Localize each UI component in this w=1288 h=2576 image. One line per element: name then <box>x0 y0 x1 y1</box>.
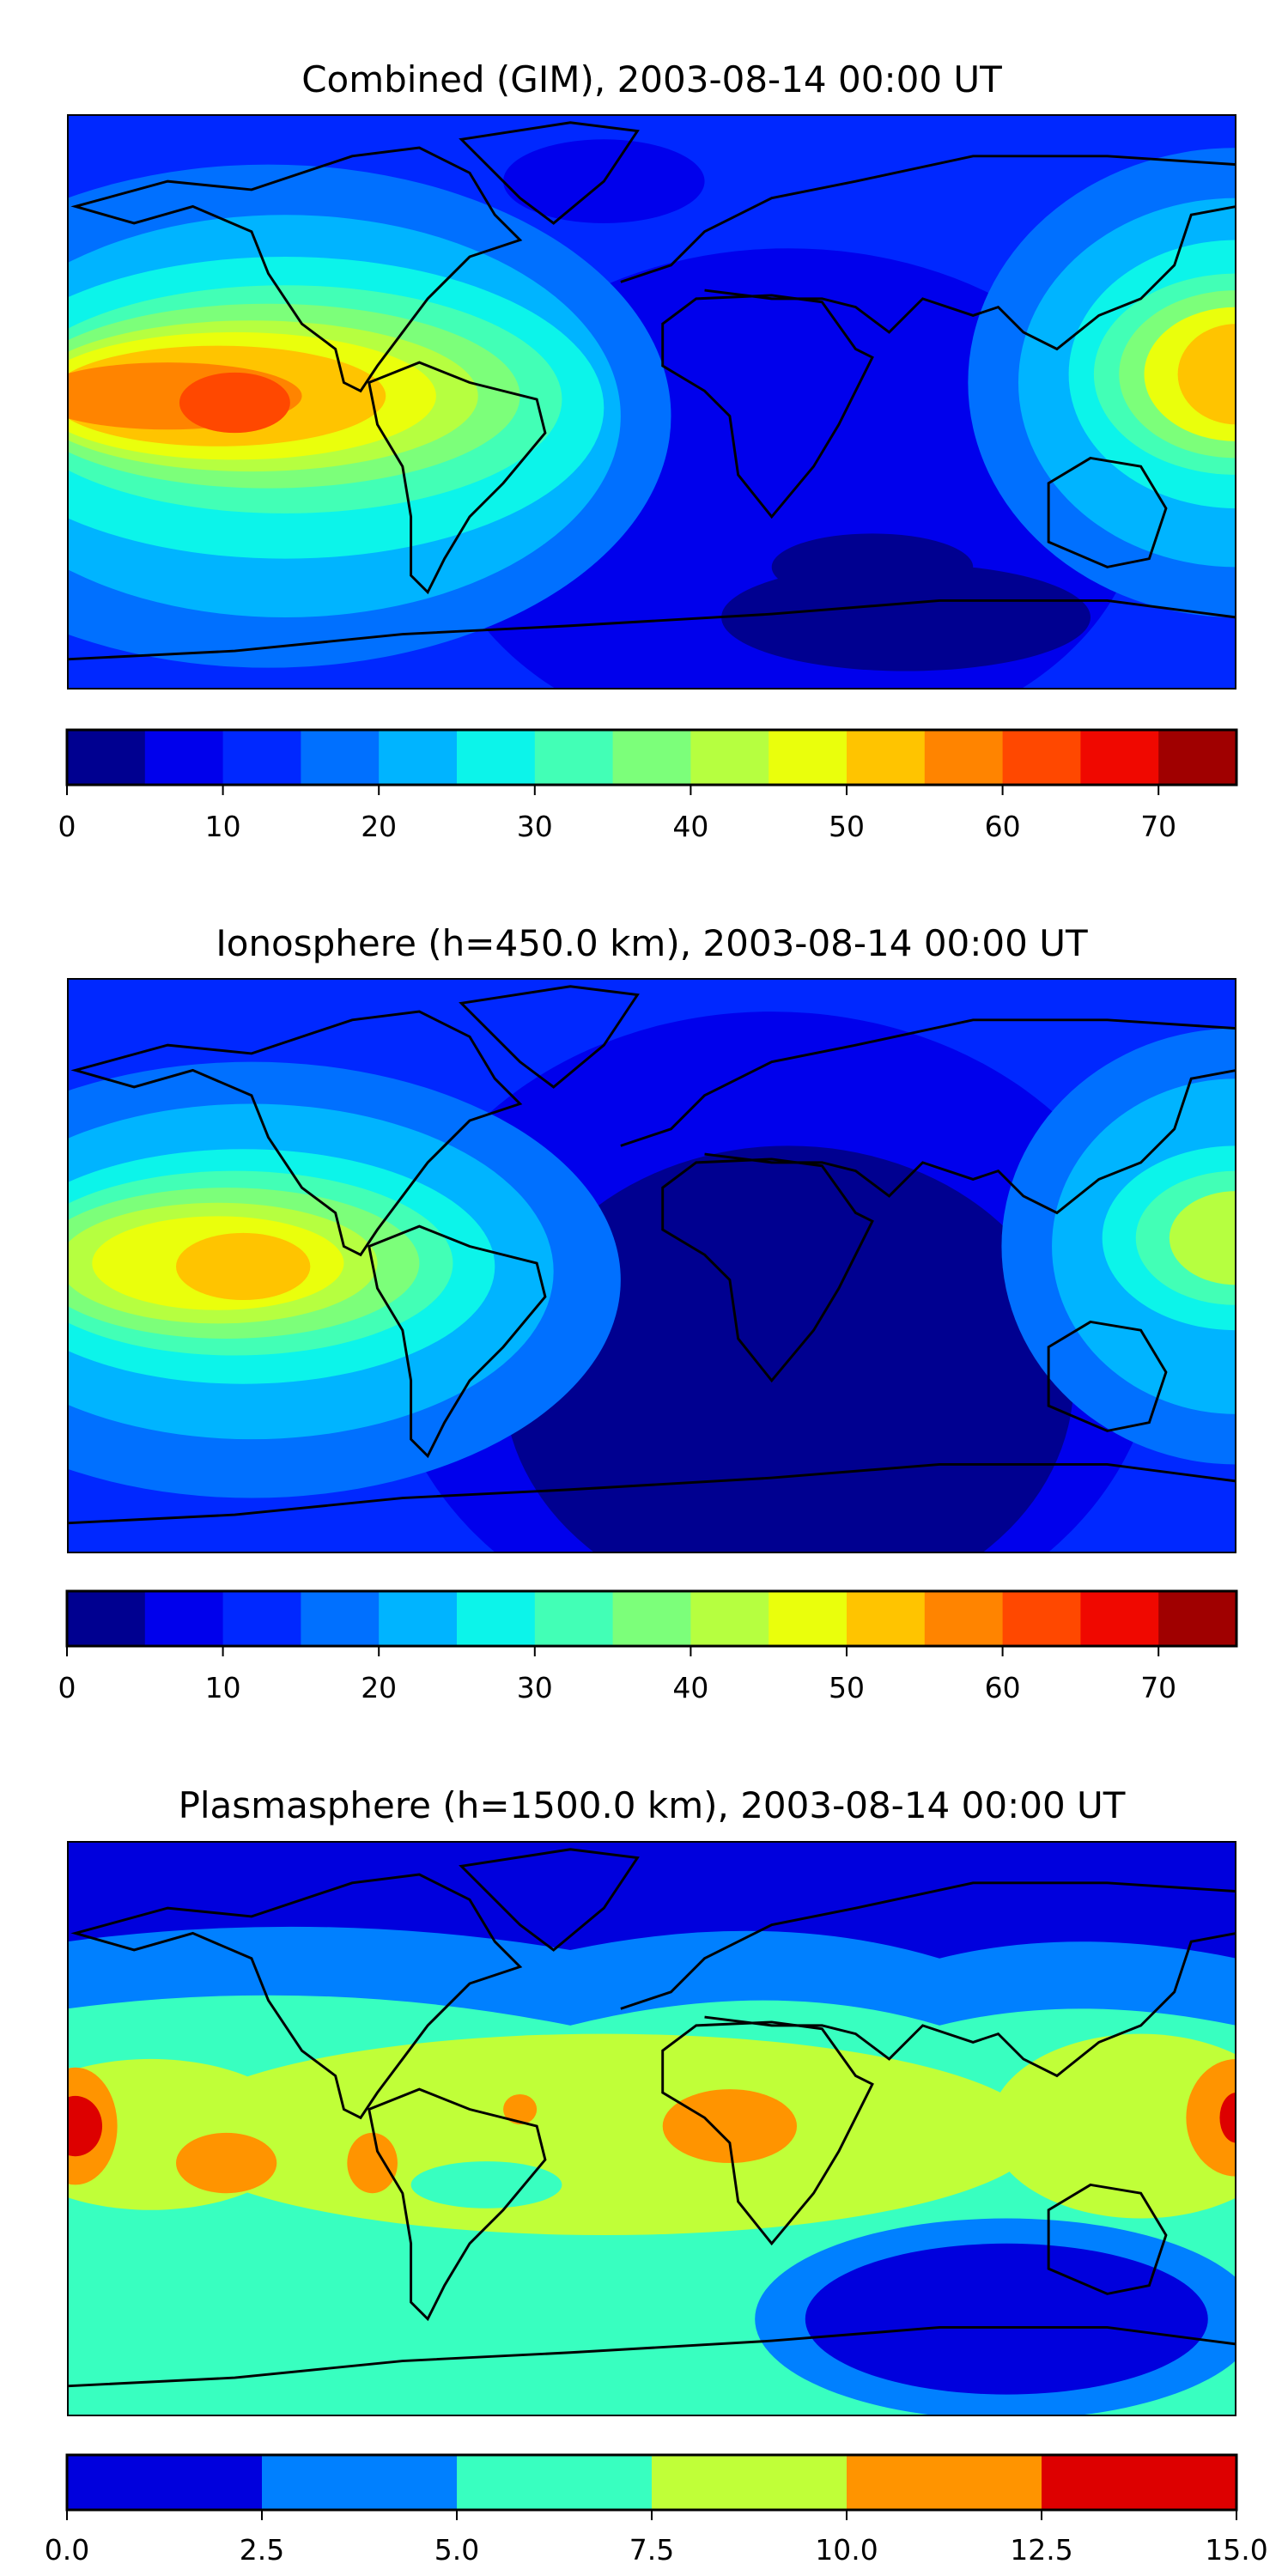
colorbar-tick-label: 50 <box>829 810 865 843</box>
colorbar-bin <box>690 1591 769 1646</box>
colorbar-bin <box>379 730 458 785</box>
colorbar-tick-label: 0.0 <box>44 2533 90 2567</box>
colorbar-bin <box>457 1591 536 1646</box>
colorbar-bin <box>1080 730 1159 785</box>
colorbar-tick-label: 7.5 <box>629 2533 675 2567</box>
coastlines <box>67 121 1236 661</box>
panel-1-map <box>67 114 1236 690</box>
colorbar-tick-label: 10 <box>204 1671 241 1704</box>
colorbar-bin <box>301 730 380 785</box>
colorbar-tick-label: 0 <box>58 1671 76 1704</box>
colorbar-bin <box>1080 1591 1159 1646</box>
colorbar-bin <box>457 2455 653 2510</box>
colorbar-tick-label: 12.5 <box>1010 2533 1073 2567</box>
colorbar-bin <box>222 730 301 785</box>
colorbar-tick-label: 70 <box>1140 810 1177 843</box>
colorbar-bin <box>67 1591 146 1646</box>
colorbar-bin <box>612 1591 691 1646</box>
colorbar-bin <box>924 1591 1004 1646</box>
colorbar-bin <box>769 1591 848 1646</box>
colorbar-bin <box>262 2455 458 2510</box>
panel-1-title: Combined (GIM), 2003-08-14 00:00 UT <box>301 58 1002 100</box>
colorbar-bin <box>847 2455 1042 2510</box>
colorbar-tick-label: 15.0 <box>1205 2533 1268 2567</box>
panel-2-map <box>67 978 1236 1553</box>
colorbar-tick-label: 30 <box>516 1671 553 1704</box>
colorbar-tick-label: 0 <box>58 810 76 843</box>
colorbar-tick-label: 20 <box>361 810 398 843</box>
colorbar-tick-label: 20 <box>361 1671 398 1704</box>
colorbar-bin <box>301 1591 380 1646</box>
colorbar-tick-label: 60 <box>984 810 1021 843</box>
colorbar-bin <box>457 730 536 785</box>
panel-2-title: Ionosphere (h=450.0 km), 2003-08-14 00:0… <box>216 922 1088 964</box>
panel-1-colorbar <box>65 728 1238 795</box>
panel-1-colorbar-ticks: 0 10 20 30 40 50 60 70 <box>58 810 1236 844</box>
colorbar-tick-label: 50 <box>829 1671 865 1704</box>
colorbar-frame <box>65 1589 1238 1648</box>
panel-3-title: Plasmasphere (h=1500.0 km), 2003-08-14 0… <box>178 1784 1126 1826</box>
colorbar-bin <box>612 730 691 785</box>
coastlines <box>67 985 1236 1525</box>
colorbar-bin <box>534 730 614 785</box>
colorbar-bin <box>769 730 848 785</box>
colorbar-bin <box>144 730 224 785</box>
colorbar-bin <box>1002 730 1081 785</box>
colorbar-tick-label: 2.5 <box>239 2533 285 2567</box>
colorbar-bin <box>847 730 926 785</box>
colorbar-bin <box>534 1591 614 1646</box>
colorbar-bin <box>847 1591 926 1646</box>
colorbar-frame <box>65 728 1238 787</box>
panel-3-map <box>67 1841 1236 2416</box>
colorbar-tick-label: 40 <box>672 1671 709 1704</box>
colorbar-tick-label: 70 <box>1140 1671 1177 1704</box>
colorbar-bin <box>1158 1591 1237 1646</box>
colorbar-bin <box>924 730 1004 785</box>
colorbar-tick-label: 5.0 <box>434 2533 480 2567</box>
panel-2-colorbar-ticks: 0 10 20 30 40 50 60 70 <box>58 1671 1236 1705</box>
panel-3-colorbar <box>65 2453 1238 2520</box>
colorbar-tick-label: 60 <box>984 1671 1021 1704</box>
panel-3-colorbar-ticks: 0.0 2.5 5.0 7.5 10.0 12.5 15.0 <box>45 2533 1268 2567</box>
colorbar-bin <box>222 1591 301 1646</box>
colorbar-tick-label: 10 <box>204 810 241 843</box>
colorbar-bin <box>1158 730 1237 785</box>
colorbar-bin <box>144 1591 224 1646</box>
panel-2-colorbar <box>65 1589 1238 1656</box>
colorbar-bin <box>652 2455 848 2510</box>
colorbar-bin <box>379 1591 458 1646</box>
colorbar-bin <box>67 2455 263 2510</box>
colorbar-bin <box>67 730 146 785</box>
coastlines <box>67 1848 1236 2388</box>
colorbar-tick-label: 40 <box>672 810 709 843</box>
colorbar-tick-label: 10.0 <box>815 2533 878 2567</box>
colorbar-bin <box>1042 2455 1237 2510</box>
colorbar-bin <box>1002 1591 1081 1646</box>
colorbar-tick-label: 30 <box>516 810 553 843</box>
colorbar-bin <box>690 730 769 785</box>
